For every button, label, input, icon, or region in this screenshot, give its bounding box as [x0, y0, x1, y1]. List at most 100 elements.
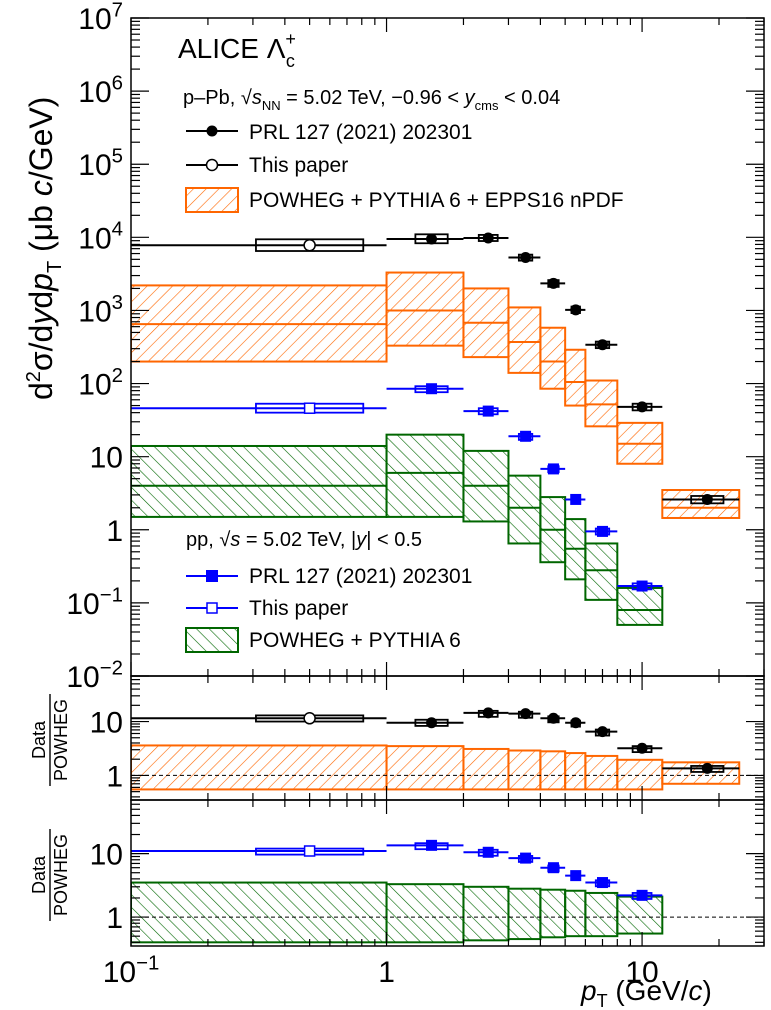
ratio-y-label: Data POWHEG: [29, 829, 71, 921]
band-bin: [462, 747, 510, 791]
x-axis-label: pT (GeV/c): [580, 975, 712, 1010]
band-bin: [564, 348, 587, 407]
band-bin: [539, 326, 567, 390]
data-point: [426, 233, 438, 245]
y-tick-label: 10−2: [66, 657, 123, 694]
data-point: [547, 463, 559, 475]
legend-pp-model-label: POWHEG + PYTHIA 6: [249, 629, 461, 652]
band-bin: [616, 758, 664, 791]
legend-ppb: PRL 127 (2021) 202301 This paper POWHEG + …: [185, 121, 624, 213]
data-point: [547, 712, 559, 724]
x-axis: [130, 800, 765, 946]
data-point: [596, 726, 608, 738]
data-point: [426, 717, 438, 729]
x-axis: [130, 18, 765, 676]
x-tick-label: 10−1: [103, 952, 160, 989]
band-bin: [539, 750, 567, 791]
data-point: [520, 430, 532, 442]
legend-pp-model-swatch: [185, 627, 239, 653]
data-point: [426, 839, 438, 851]
band-bin: [539, 888, 567, 939]
data-point: [596, 877, 608, 889]
band-bin: [507, 474, 542, 545]
y-tick-label: 10: [90, 839, 123, 872]
y-axis-label: d2σ/dydpT (μb c/GeV): [23, 97, 66, 400]
y-tick-label: 107: [78, 0, 123, 36]
y-axis: [131, 17, 764, 677]
band-bin: [616, 586, 664, 626]
plot-area: [131, 839, 764, 944]
band-bin: [385, 883, 465, 944]
band-bin: [584, 891, 619, 938]
y-tick-label: 1: [106, 760, 123, 793]
legend-pp: PRL 127 (2021) 202301 This paper POWHEG + …: [185, 565, 472, 653]
y-tick-label: 1: [106, 902, 123, 935]
data-point: [547, 277, 559, 289]
y-tick-label: 10−1: [66, 584, 123, 621]
ratio-y-numerator: Data: [29, 720, 49, 759]
y-tick-label: 1: [106, 515, 123, 548]
legend-ppb-model-swatch: [185, 187, 239, 213]
band-bin: [584, 542, 619, 601]
data-point: [596, 525, 608, 537]
legend-ppb-prl-marker: [206, 125, 218, 137]
data-point: [636, 580, 648, 592]
data-point: [482, 707, 494, 719]
data-point: [482, 846, 494, 858]
data-point: [570, 493, 582, 505]
legend-pp-this-marker: [206, 602, 218, 614]
data-point: [426, 383, 438, 395]
band-bin: [616, 895, 664, 935]
data-point: [303, 712, 316, 725]
legend-pp-prl-marker: [206, 570, 218, 582]
y-tick-label: 10: [90, 707, 123, 740]
chart-title: ALICE Λ+ c: [178, 29, 296, 71]
ratio-y-label: Data POWHEG: [29, 694, 71, 786]
data-point: [636, 889, 648, 901]
data-point: [520, 852, 532, 864]
ratio-y-denominator: POWHEG: [51, 834, 71, 916]
data-point: [701, 762, 713, 774]
y-tick-label: 104: [78, 219, 123, 256]
data-point: [303, 845, 316, 857]
data-point: [570, 870, 582, 882]
y-tick-label: 10: [90, 442, 123, 475]
data-point: [596, 339, 608, 351]
y-axis: [131, 799, 764, 943]
ratio-y-denominator: POWHEG: [51, 699, 71, 781]
y-axis: [131, 675, 764, 798]
legend-ppb-this-marker: [205, 158, 219, 172]
band-bin: [131, 744, 388, 791]
legend-ppb-this-label: This paper: [249, 154, 348, 177]
legend-pp-system: pp, √s = 5.02 TeV, |y| < 0.5: [186, 529, 422, 551]
band-bin: [462, 885, 510, 942]
band-bin: [661, 489, 741, 519]
band-bin: [507, 887, 542, 941]
band-bin: [564, 752, 587, 791]
band-bin: [507, 306, 542, 374]
y-tick-label: 106: [78, 73, 123, 110]
band-bin: [131, 881, 388, 944]
x-tick-label: 1: [378, 956, 395, 989]
band-bin: [564, 889, 587, 938]
y-tick-label: 102: [78, 365, 123, 402]
y-tick-label: 103: [78, 292, 123, 329]
data-point: [520, 251, 532, 263]
data-point: [570, 304, 582, 316]
annotations: d2σ/dydpT (μb c/GeV) ALICE Λ+ c p–Pb, √sNN …: [23, 29, 624, 653]
data-point: [482, 232, 494, 244]
x-tick-label: 10: [625, 956, 658, 989]
data-point: [636, 401, 648, 413]
band-bin: [385, 271, 465, 347]
data-point: [547, 862, 559, 874]
data-point: [482, 405, 494, 417]
data-point: [701, 493, 713, 505]
band-bin: [131, 444, 388, 518]
data-point: [303, 402, 316, 414]
band-bin: [385, 433, 465, 518]
data-point: [570, 717, 582, 729]
plot-area: [131, 707, 764, 791]
band-bin: [584, 754, 619, 791]
y-tick-label: 105: [78, 146, 123, 183]
